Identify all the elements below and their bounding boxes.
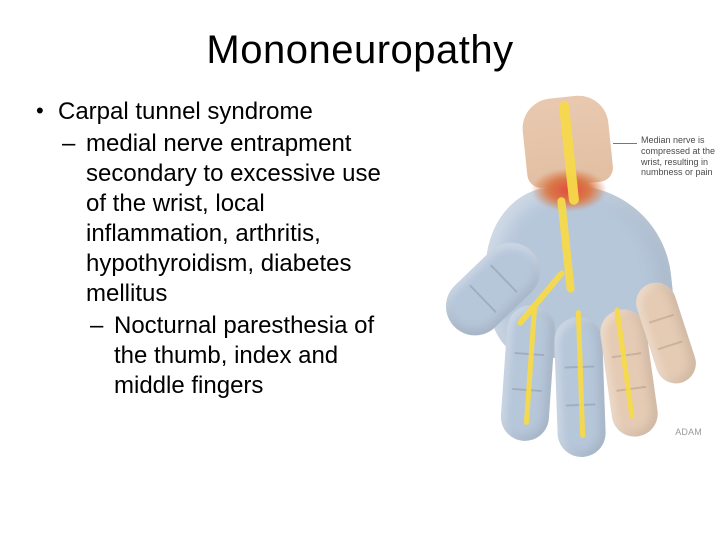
callout-leader-line xyxy=(613,143,637,144)
list-item: Carpal tunnel syndrome medial nerve entr… xyxy=(58,97,406,401)
page-title: Mononeuropathy xyxy=(36,28,684,73)
bullet-text: medial nerve entrapment secondary to exc… xyxy=(86,130,381,307)
hand-diagram: Median nerve is compressed at the wrist,… xyxy=(414,105,714,445)
image-credit: ADAM xyxy=(675,427,702,437)
bullet-text: Nocturnal paresthesia of the thumb, inde… xyxy=(114,312,374,399)
slide: Mononeuropathy Carpal tunnel syndrome me… xyxy=(0,0,720,540)
diagram-column: Median nerve is compressed at the wrist,… xyxy=(406,97,714,445)
content-row: Carpal tunnel syndrome medial nerve entr… xyxy=(36,97,684,445)
diagram-callout: Median nerve is compressed at the wrist,… xyxy=(641,135,720,178)
callout-text: Median nerve is compressed at the wrist,… xyxy=(641,135,715,177)
list-item: Nocturnal paresthesia of the thumb, inde… xyxy=(114,311,406,401)
bullet-text: Carpal tunnel syndrome xyxy=(58,98,313,125)
text-column: Carpal tunnel syndrome medial nerve entr… xyxy=(36,97,406,445)
list-item: medial nerve entrapment secondary to exc… xyxy=(86,129,406,401)
bullet-list: Carpal tunnel syndrome medial nerve entr… xyxy=(36,97,406,401)
